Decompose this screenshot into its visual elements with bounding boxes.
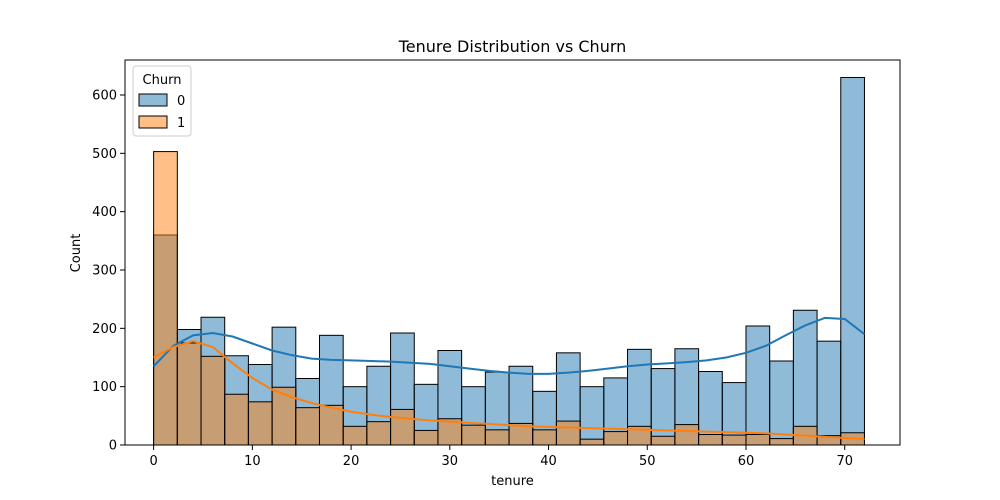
legend-title: Churn: [143, 73, 182, 88]
bar-churn-0-21: [650, 368, 676, 446]
bar-churn-0-26: [769, 360, 794, 446]
y-tick-label: 500: [92, 147, 117, 162]
bar-churn-1-8: [342, 425, 368, 446]
bar-churn-1-4: [247, 401, 273, 446]
plot-frame: [124, 59, 901, 446]
x-tick-label: 0: [149, 454, 157, 469]
bar-churn-1-6: [295, 407, 320, 446]
bar-churn-1-10: [390, 408, 415, 446]
bar-churn-1-14: [484, 429, 510, 446]
bar-churn-1-9: [366, 421, 392, 446]
y-axis-label: Count: [69, 234, 84, 273]
legend-swatch-churn-0: [138, 93, 168, 107]
x-tick-label: 10: [244, 454, 261, 469]
bar-churn-1-22: [674, 424, 700, 446]
bar-churn-0-28: [816, 340, 842, 446]
bar-churn-0-29: [840, 77, 865, 446]
bar-churn-0-18: [579, 386, 605, 446]
legend-label-churn-0: 0: [177, 94, 185, 109]
y-tick-label: 200: [92, 322, 117, 337]
bar-churn-1-21: [650, 435, 676, 446]
x-tick-label: 60: [738, 454, 755, 469]
bar-churn-1-13: [461, 424, 486, 446]
y-tick-label: 300: [92, 264, 117, 279]
bar-churn-1-3: [224, 393, 249, 446]
bar-churn-1-17: [555, 420, 581, 446]
bar-churn-1-26: [769, 438, 794, 446]
bar-churn-1-23: [698, 434, 723, 446]
kde-line-churn-0: [152, 316, 866, 375]
y-tick-label: 400: [92, 205, 117, 220]
bar-churn-1-5: [271, 386, 297, 446]
y-tick-label: 600: [92, 89, 117, 104]
x-tick-label: 50: [639, 454, 656, 469]
bar-churn-1-25: [745, 434, 771, 446]
bar-churn-1-19: [603, 431, 629, 446]
bar-churn-1-11: [413, 429, 439, 446]
x-tick-label: 30: [442, 454, 459, 469]
y-tick-label: 0: [109, 439, 117, 454]
legend-swatch-churn-1: [138, 115, 168, 129]
bar-churn-1-0: [153, 151, 178, 446]
bar-churn-1-7: [318, 404, 344, 446]
x-tick-label: 40: [540, 454, 557, 469]
x-tick-label: 70: [836, 454, 853, 469]
bar-churn-1-16: [532, 429, 557, 446]
x-axis-label: tenure: [491, 474, 534, 489]
chart-title: Tenure Distribution vs Churn: [398, 37, 627, 56]
bar-churn-1-24: [721, 434, 747, 446]
legend: Churn 0 1: [132, 65, 192, 137]
bar-churn-1-1: [176, 342, 202, 446]
bar-churn-0-23: [698, 371, 723, 446]
x-tick-label: 20: [343, 454, 360, 469]
legend-label-churn-1: 1: [177, 116, 185, 131]
bar-churn-0-25: [745, 325, 771, 446]
y-tick-label: 100: [92, 380, 117, 395]
bar-churn-1-18: [579, 438, 605, 446]
kde-line-churn-1: [153, 340, 865, 441]
bar-churn-1-2: [200, 355, 226, 446]
